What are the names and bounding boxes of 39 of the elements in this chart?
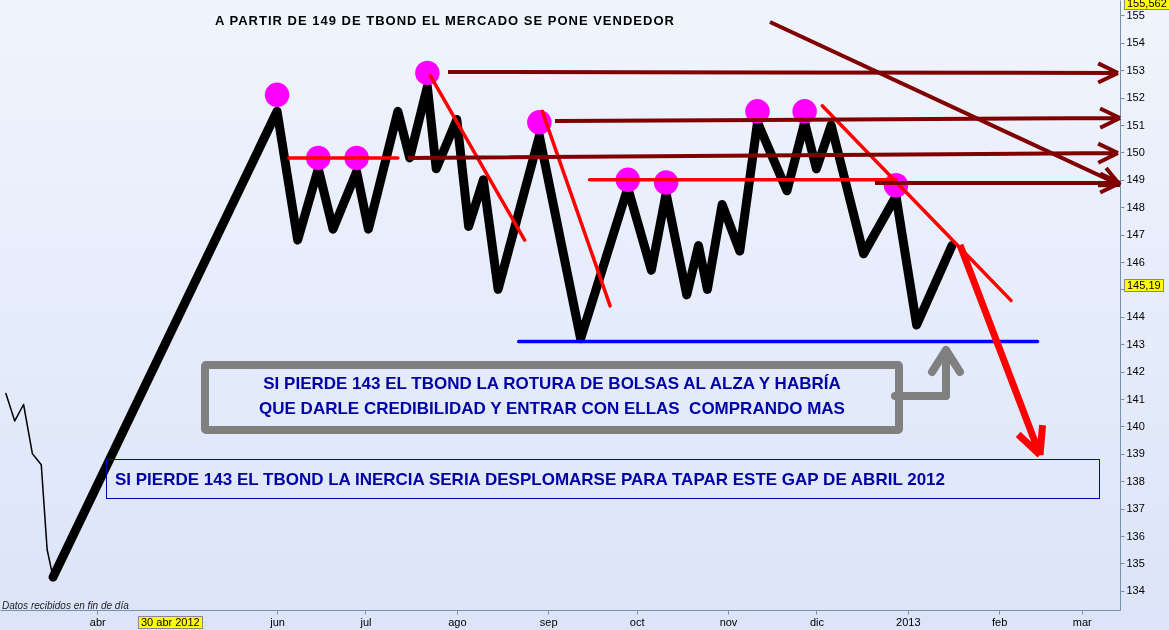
x-tick-label: feb [992,615,1008,628]
y-tick-label: 152 [1126,91,1145,104]
y-tick-label: 146 [1126,255,1145,268]
y-tick-label: 149 [1126,173,1145,186]
y-tick-label: 155 [1126,8,1145,21]
text: A PARTIR DE 149 DE TBOND EL MERCADO SE PONE VENDEDOR [215,13,675,28]
x-tick-label: ago [448,615,467,628]
x-tick-label: nov [719,615,738,628]
x-tick-label: sep [539,615,558,628]
y-tick-label: 141 [1126,392,1145,405]
annotation: SI PIERDE 143 EL TBOND LA INERCIA SERIA DESPLOMARSE PARA TAPAR ESTE GAP DE ABRIL 2012 [106,459,1100,499]
y-tick-label: 143 [1126,337,1145,350]
annotation: SI PIERDE 143 EL TBOND LA ROTURA DE BOLSAS AL ALZA Y HABRÍA QUE DARLE CREDIBILIDAD Y ENTRAR CON ELLAS COMPRANDO MAS [201,361,903,434]
x-tick-label: oct [629,615,645,628]
y-tick-label: 135 [1126,556,1145,569]
y-tick-label: 134 [1126,584,1145,597]
x-tick-label: abr [89,615,107,628]
x-tick-label: jun [269,615,285,628]
y-tick-label: 148 [1126,200,1145,213]
x-tick-label: mar [1072,615,1092,628]
text: 30 abr 2012 [138,616,203,629]
y-tick-label: 147 [1126,228,1145,241]
x-tick-label: dic [809,615,825,628]
y-tick-label: 136 [1126,529,1145,542]
y-tick-label: 144 [1126,310,1145,323]
y-tick-label: 153 [1126,63,1145,76]
y-tick-label: 154 [1126,36,1145,49]
x-tick-label: jul [359,615,372,628]
y-tick-label: 151 [1126,118,1145,131]
y-tick-label: 139 [1126,447,1145,460]
y-tick-label: 150 [1126,145,1145,158]
text: 155,562 [1124,0,1169,10]
y-tick-label: 137 [1126,502,1145,515]
y-tick-label: 138 [1126,474,1145,487]
x-tick-label: 2013 [896,615,921,628]
y-tick-label: 142 [1126,365,1145,378]
y-tick-label: 140 [1126,419,1145,432]
annotation: Datos recibidos en fin de día [2,600,129,611]
text: 145,19 [1124,279,1164,292]
